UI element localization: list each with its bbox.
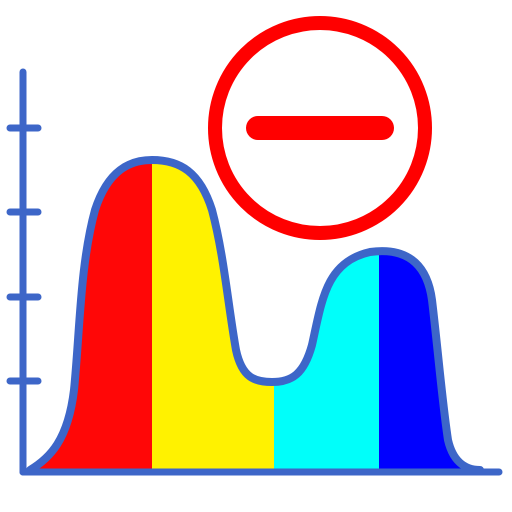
minus-circle-icon xyxy=(208,16,432,240)
distribution-curve-outline xyxy=(26,156,484,474)
chart-axes xyxy=(6,68,503,476)
red-band xyxy=(30,160,152,470)
